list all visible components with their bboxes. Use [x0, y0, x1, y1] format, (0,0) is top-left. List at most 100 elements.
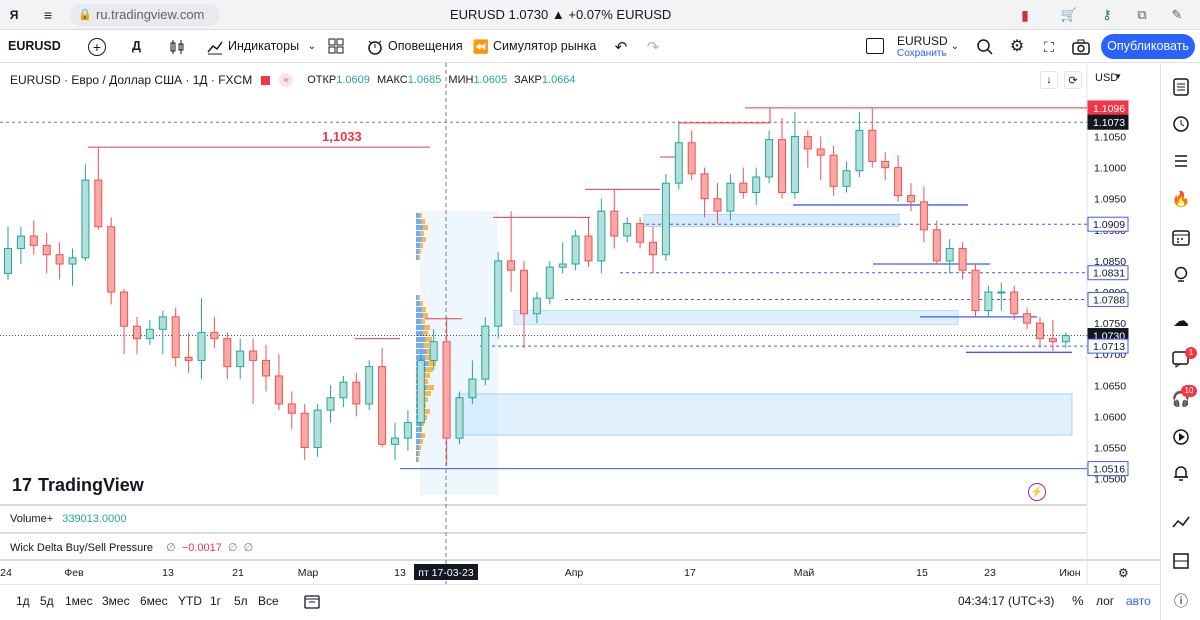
alerts-button[interactable]: Оповещения	[388, 39, 463, 53]
alarm-icon[interactable]	[366, 38, 384, 56]
key-icon[interactable]: ⚷	[1102, 7, 1112, 22]
settings-icon[interactable]: ✎	[1171, 7, 1183, 22]
price-label: 1.1096	[1093, 103, 1125, 115]
candle-body	[700, 173, 709, 200]
auto-toggle[interactable]: авто	[1126, 594, 1151, 608]
candle-body	[558, 263, 567, 268]
help-icon[interactable]: ⓘ	[1174, 593, 1188, 609]
lightning-icon[interactable]: ⚡	[1028, 483, 1046, 501]
demand-zone	[643, 213, 900, 228]
chart-area[interactable]: 1,10331.10501.10001.09501.09001.08501.08…	[0, 63, 1160, 620]
candle-body	[468, 378, 477, 399]
layout-name[interactable]: EURUSD	[897, 34, 948, 48]
volume-profile-bar	[416, 349, 427, 354]
publish-button[interactable]: Опубликовать	[1101, 34, 1195, 59]
candle-body	[597, 210, 606, 262]
range-5y[interactable]: 5л	[234, 594, 248, 608]
indicators-button[interactable]: Индикаторы	[228, 39, 300, 53]
streams-cloud-icon[interactable]: ☁	[1173, 313, 1189, 330]
candle-body	[171, 316, 180, 358]
ideas-lightbulb-icon[interactable]	[1171, 265, 1191, 285]
fullscreen-icon[interactable]: ⛶	[1044, 38, 1054, 55]
clock[interactable]: 04:34:17 (UTC+3)	[958, 594, 1055, 608]
candle-body	[223, 338, 232, 368]
undo-icon[interactable]: ↶	[614, 39, 628, 56]
wick-delta-label[interactable]: Wick Delta Buy/Sell Pressure	[10, 542, 154, 554]
candle-body	[287, 403, 296, 414]
calendar-icon[interactable]	[1171, 227, 1191, 247]
price-chart[interactable]: 1,10331.10501.10001.09501.09001.08501.08…	[0, 63, 1160, 584]
candle-body	[236, 350, 245, 368]
layout-icon[interactable]	[866, 38, 884, 54]
candle-body	[120, 291, 129, 327]
interval-button[interactable]: Д	[132, 39, 141, 53]
replay-button[interactable]: Симулятор рынка	[493, 39, 597, 53]
volume-label[interactable]: Volume	[10, 513, 47, 525]
candle-body	[81, 179, 90, 259]
goto-date-icon[interactable]	[304, 593, 320, 609]
range-1y[interactable]: 1г	[210, 594, 222, 608]
range-ytd[interactable]: YTD	[178, 594, 202, 608]
menu-icon[interactable]: ≡	[43, 7, 53, 23]
data-window-icon[interactable]	[1171, 151, 1191, 171]
volume-pane-label: Volume+ 339013.0000	[10, 513, 126, 525]
cart-icon[interactable]: 🛒	[1060, 7, 1078, 22]
indicators-icon[interactable]	[206, 38, 224, 56]
gear-icon[interactable]: ⚙	[1009, 38, 1025, 55]
camera-icon[interactable]	[1071, 38, 1091, 56]
range-1m[interactable]: 1мес	[65, 594, 93, 608]
replay-icon[interactable]: ⏪	[472, 39, 490, 54]
range-1d[interactable]: 1д	[16, 594, 30, 608]
broadcast-icon[interactable]	[1171, 427, 1191, 447]
symbol-title[interactable]: EURUSD · Евро / Доллар США · 1Д · FXCM	[10, 73, 253, 87]
bell-icon[interactable]	[1171, 463, 1191, 483]
candles-icon[interactable]	[168, 38, 186, 56]
chevron-down-icon[interactable]: ▾	[1116, 71, 1121, 81]
y-axis-tick-label: 1.0650	[1094, 380, 1126, 392]
refresh-icon[interactable]: ⟳	[1064, 71, 1082, 89]
arrow-down-icon[interactable]: ↓	[1040, 71, 1058, 89]
y-axis-tick-label: 1.1000	[1094, 163, 1126, 175]
browser-logo-icon[interactable]: Я	[9, 8, 19, 22]
range-all[interactable]: Все	[258, 594, 279, 608]
address-bar[interactable]: 🔒 ru.tradingview.com	[70, 4, 220, 26]
candle-body	[713, 198, 722, 212]
candle-body	[803, 136, 812, 150]
symbol-search[interactable]: EURUSD	[8, 39, 61, 53]
log-toggle[interactable]: лог	[1096, 594, 1115, 608]
volume-profile-bar	[416, 451, 419, 456]
range-5d[interactable]: 5д	[40, 594, 54, 608]
candle-body	[674, 142, 683, 184]
price-label: 1.1073	[1093, 117, 1125, 129]
currency-selector[interactable]: USD	[1095, 72, 1119, 84]
chevron-down-icon[interactable]: ⌄	[950, 40, 960, 52]
volume-profile-bar	[426, 367, 433, 372]
add-symbol-icon[interactable]: +	[88, 38, 106, 56]
price-label-box	[1087, 338, 1129, 354]
chevron-down-icon[interactable]: ⌄	[307, 40, 317, 52]
candle-body	[378, 366, 387, 445]
annotation-level-label: 1,1033	[322, 129, 362, 144]
watchlist-icon[interactable]	[1171, 77, 1191, 97]
alarm-clock-icon[interactable]	[1171, 113, 1191, 133]
percent-toggle[interactable]: %	[1072, 593, 1084, 608]
volume-profile-bar	[421, 433, 425, 438]
volume-plus: +	[46, 513, 54, 525]
redo-icon[interactable]: ↷	[646, 39, 660, 56]
templates-icon[interactable]	[328, 38, 344, 54]
search-icon[interactable]	[976, 38, 994, 56]
candle-body	[68, 257, 77, 265]
candle-body	[94, 179, 103, 228]
low-value: 1.0605	[473, 74, 508, 86]
candle-body	[945, 247, 954, 262]
layers-icon[interactable]	[1171, 551, 1191, 571]
layout-save-status[interactable]: Сохранить	[897, 48, 947, 59]
range-6m[interactable]: 6мес	[140, 594, 168, 608]
range-3m[interactable]: 3мес	[102, 594, 130, 608]
candle-body	[507, 260, 516, 271]
drawing-tools-icon[interactable]	[1171, 513, 1191, 533]
x-axis-tick-label: Июн	[1059, 567, 1080, 579]
extensions-icon[interactable]: ⧉	[1137, 7, 1147, 22]
bookmark-icon[interactable]: ▮	[1021, 6, 1029, 23]
hotlist-icon[interactable]: 🔥	[1171, 191, 1191, 208]
